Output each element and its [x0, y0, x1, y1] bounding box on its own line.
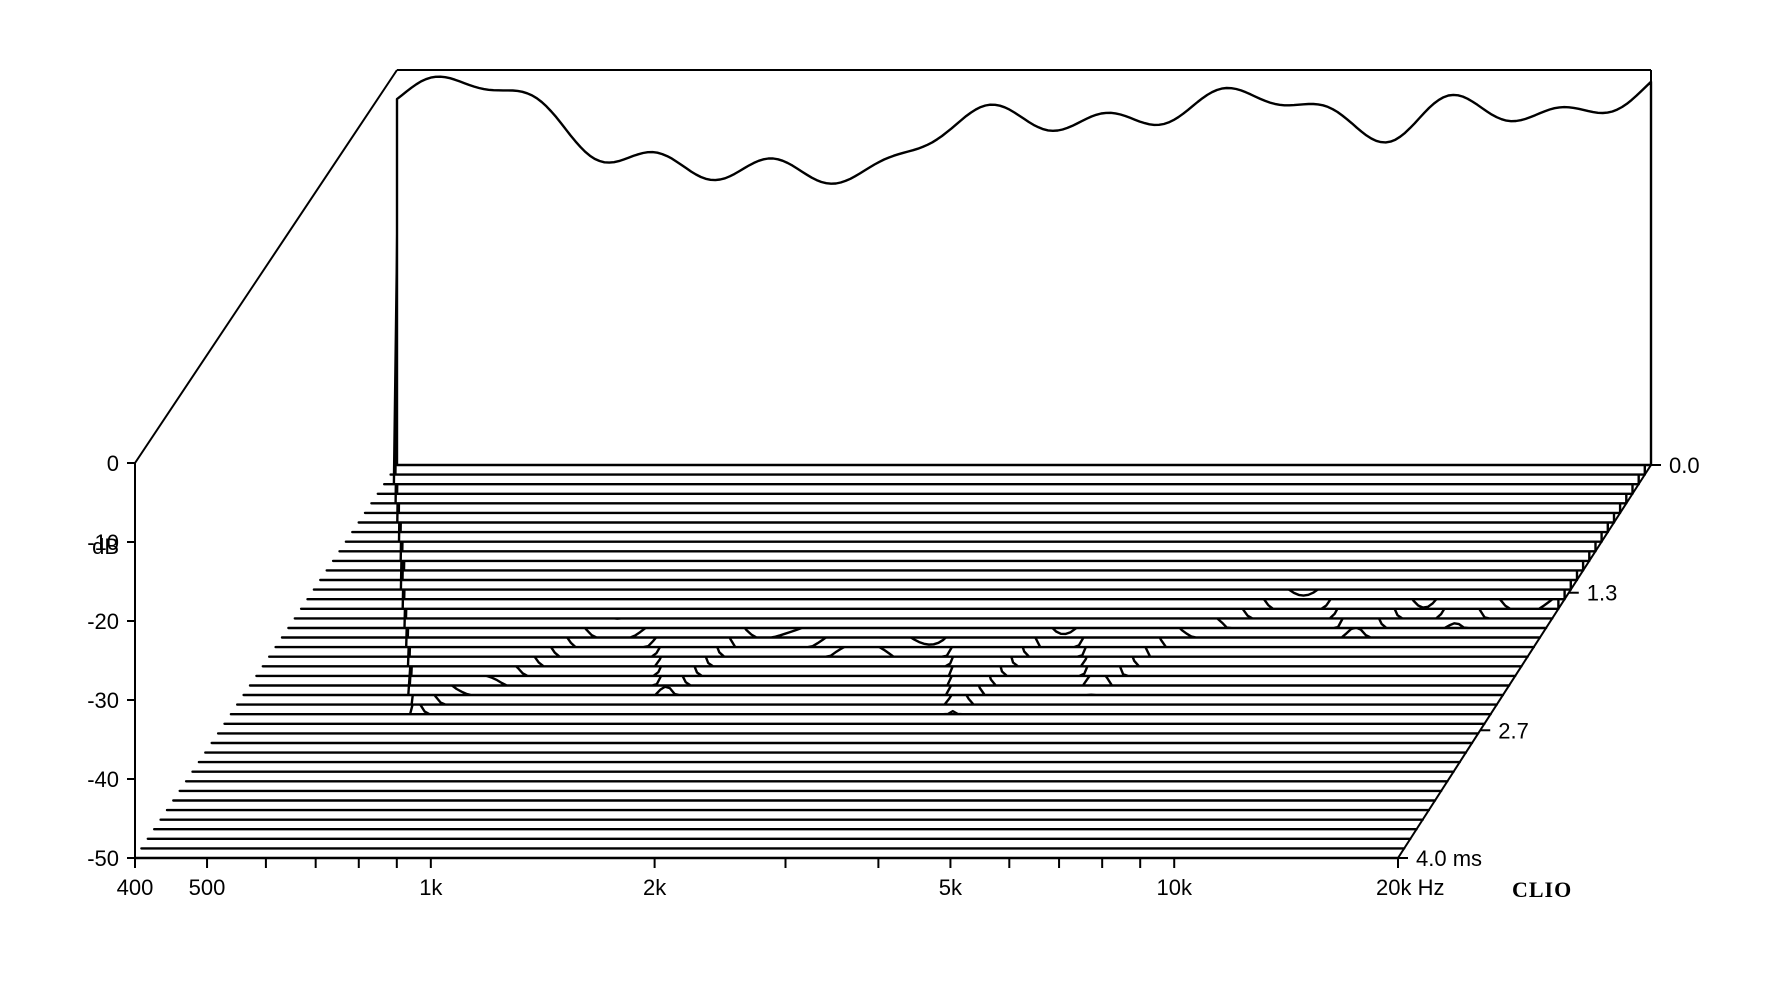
- db-tick-label: -10: [87, 530, 119, 555]
- freq-tick-label: 2k: [643, 875, 667, 900]
- top-left-edge: [134, 69, 398, 464]
- freq-tick-label: 5k: [939, 875, 963, 900]
- db-tick-label: -30: [87, 688, 119, 713]
- time-tick-label: 1.3: [1587, 581, 1618, 606]
- time-tick-label: 2.7: [1498, 718, 1529, 743]
- time-tick-label: 0.0: [1669, 453, 1700, 478]
- freq-tick-label: 400: [117, 875, 154, 900]
- freq-tick-label: 500: [189, 875, 226, 900]
- freq-tick-label: 1k: [419, 875, 443, 900]
- chart-axes: [127, 462, 1661, 868]
- chart-labels: 0 -10 -20 -30 -40 -50 dB 400 500 1k 2k 5k 10k 20k Hz 0…: [87, 451, 1699, 900]
- slice-trace: [242, 622, 1505, 697]
- db-tick-label: -20: [87, 609, 119, 634]
- db-unit-label: dB: [92, 534, 119, 559]
- slice-traces: [133, 75, 1653, 860]
- db-tick-label: 0: [107, 451, 119, 476]
- slice-trace: [395, 75, 1653, 467]
- slice-trace: [229, 693, 1492, 716]
- slice-trace: [236, 663, 1498, 706]
- db-tick-label: -40: [87, 767, 119, 792]
- freq-tick-label: 10k: [1156, 875, 1192, 900]
- brand-label: CLIO: [1512, 877, 1572, 902]
- time-tick-label: 4.0 ms: [1416, 846, 1482, 871]
- freq-tick-label: 20k Hz: [1376, 875, 1444, 900]
- db-tick-label: -50: [87, 846, 119, 871]
